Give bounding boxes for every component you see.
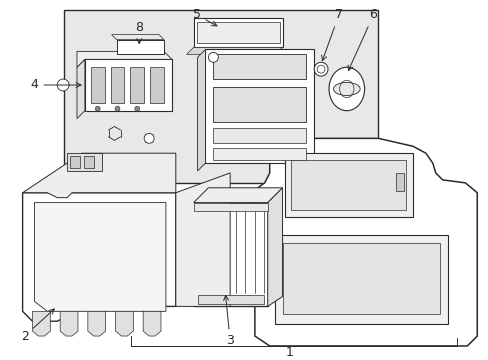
Polygon shape <box>186 48 282 54</box>
Polygon shape <box>213 54 305 79</box>
Polygon shape <box>34 203 165 311</box>
Polygon shape <box>130 67 144 103</box>
Polygon shape <box>22 153 176 198</box>
Circle shape <box>208 53 218 62</box>
Text: 4: 4 <box>30 78 81 91</box>
Polygon shape <box>176 173 230 306</box>
Polygon shape <box>193 18 282 48</box>
Polygon shape <box>267 188 282 306</box>
Polygon shape <box>213 129 305 143</box>
Polygon shape <box>115 311 133 336</box>
Ellipse shape <box>328 67 364 111</box>
Polygon shape <box>205 49 313 163</box>
Polygon shape <box>77 59 85 118</box>
Polygon shape <box>67 153 102 171</box>
Polygon shape <box>77 51 171 67</box>
Circle shape <box>57 79 69 91</box>
Polygon shape <box>193 188 282 203</box>
Polygon shape <box>60 311 78 336</box>
Circle shape <box>95 106 100 111</box>
Polygon shape <box>395 173 403 191</box>
Polygon shape <box>196 22 279 44</box>
Polygon shape <box>22 193 176 321</box>
Circle shape <box>115 106 120 111</box>
Polygon shape <box>91 67 104 103</box>
Text: 7: 7 <box>321 8 342 60</box>
Polygon shape <box>85 59 171 111</box>
Text: 5: 5 <box>192 8 217 26</box>
Circle shape <box>313 62 327 76</box>
Polygon shape <box>88 311 105 336</box>
Polygon shape <box>193 203 267 211</box>
Polygon shape <box>193 203 267 306</box>
Polygon shape <box>284 153 412 217</box>
Text: 8: 8 <box>135 21 143 44</box>
Polygon shape <box>64 10 378 183</box>
Text: 1: 1 <box>285 346 293 359</box>
Text: 3: 3 <box>223 296 234 347</box>
Text: 2: 2 <box>20 309 54 343</box>
Polygon shape <box>111 35 163 40</box>
Text: 6: 6 <box>347 8 377 71</box>
Polygon shape <box>213 148 305 160</box>
Circle shape <box>135 106 140 111</box>
Polygon shape <box>150 67 163 103</box>
Circle shape <box>144 134 154 143</box>
Ellipse shape <box>333 82 359 95</box>
Polygon shape <box>116 40 163 54</box>
Polygon shape <box>197 294 263 305</box>
Polygon shape <box>254 138 476 346</box>
Polygon shape <box>32 311 50 336</box>
Polygon shape <box>110 67 124 103</box>
Polygon shape <box>274 235 447 324</box>
Polygon shape <box>282 243 439 314</box>
Polygon shape <box>143 311 161 336</box>
Polygon shape <box>291 160 405 210</box>
Polygon shape <box>197 49 205 171</box>
Polygon shape <box>84 156 94 168</box>
Polygon shape <box>70 156 80 168</box>
Polygon shape <box>213 87 305 122</box>
